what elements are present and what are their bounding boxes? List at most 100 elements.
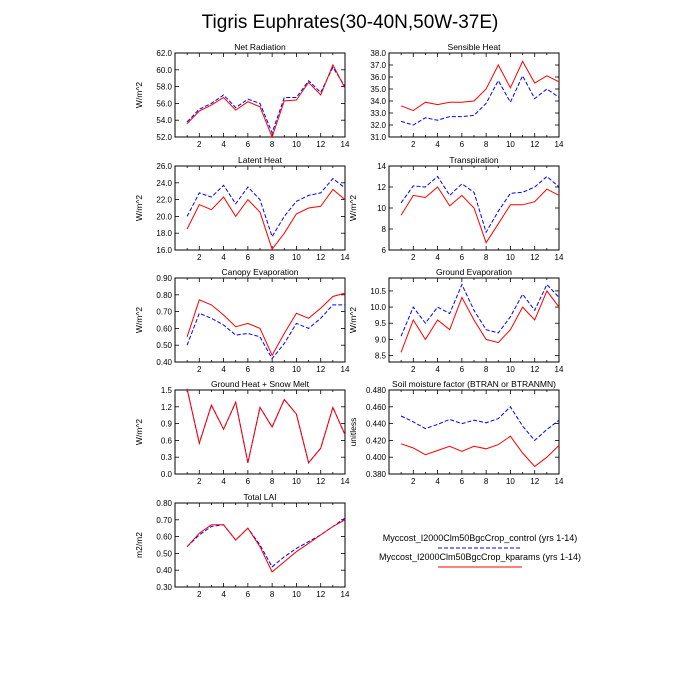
x-tick-label: 8 bbox=[484, 253, 489, 262]
x-tick-label: 4 bbox=[435, 365, 440, 374]
y-tick-label: 37.0 bbox=[370, 61, 386, 70]
y-tick-label: 35.0 bbox=[370, 85, 386, 94]
y-axis-label: W/m^2 bbox=[134, 307, 144, 333]
series-line-kparams bbox=[400, 289, 560, 353]
y-tick-label: 1.2 bbox=[161, 403, 173, 412]
y-axis-label: W/m^2 bbox=[348, 195, 358, 221]
x-tick-label: 10 bbox=[292, 365, 301, 374]
plot-frame bbox=[174, 277, 346, 363]
x-tick-label: 14 bbox=[341, 253, 350, 262]
series-line-control bbox=[400, 175, 560, 234]
x-tick-label: 12 bbox=[316, 477, 325, 486]
x-tick-label: 12 bbox=[316, 590, 325, 599]
figure-title: Tigris Euphrates(30-40N,50W-37E) bbox=[202, 12, 499, 33]
x-tick-label: 4 bbox=[435, 477, 440, 486]
x-tick-label: 14 bbox=[555, 365, 564, 374]
x-tick-label: 6 bbox=[246, 365, 251, 374]
panel-title: Canopy Evaporation bbox=[221, 267, 298, 277]
panel-title: Transpiration bbox=[449, 155, 499, 165]
y-tick-label: 0.50 bbox=[156, 341, 172, 350]
y-axis-label: W/m^2 bbox=[134, 195, 144, 221]
x-tick-label: 10 bbox=[292, 477, 301, 486]
x-tick-label: 10 bbox=[506, 253, 515, 262]
x-tick-label: 14 bbox=[341, 477, 350, 486]
x-tick-label: 8 bbox=[484, 365, 489, 374]
x-tick-label: 4 bbox=[221, 140, 226, 149]
x-tick-label: 6 bbox=[246, 590, 251, 599]
y-tick-label: 12 bbox=[377, 183, 386, 192]
x-tick-label: 10 bbox=[292, 140, 301, 149]
y-tick-label: 10.5 bbox=[370, 287, 386, 296]
x-tick-label: 2 bbox=[411, 477, 416, 486]
y-tick-label: 0.80 bbox=[156, 499, 172, 508]
x-tick-label: 4 bbox=[435, 140, 440, 149]
y-tick-label: 0.60 bbox=[156, 324, 172, 333]
series-line-control bbox=[186, 304, 345, 360]
plot-frame bbox=[174, 165, 346, 251]
x-tick-label: 10 bbox=[506, 140, 515, 149]
x-tick-label: 4 bbox=[435, 253, 440, 262]
x-tick-label: 10 bbox=[506, 477, 515, 486]
y-tick-label: 62.0 bbox=[156, 49, 172, 58]
y-tick-label: 60.0 bbox=[156, 66, 172, 75]
series-line-control bbox=[186, 66, 346, 135]
x-tick-label: 6 bbox=[460, 140, 465, 149]
panel-1: Net Radiation W/m^2 2 4 6 8 10 12 14 52.0 54.0 56.0… bbox=[134, 42, 350, 149]
plot-frame bbox=[388, 389, 560, 475]
y-tick-label: 8 bbox=[382, 225, 387, 234]
series-line-kparams bbox=[400, 186, 560, 244]
y-tick-label: 54.0 bbox=[156, 116, 172, 125]
series-line-kparams bbox=[400, 60, 560, 112]
y-tick-label: 31.0 bbox=[370, 133, 386, 142]
y-tick-label: 58.0 bbox=[156, 83, 172, 92]
y-tick-label: 32.0 bbox=[370, 121, 386, 130]
y-tick-label: 52.0 bbox=[156, 133, 172, 142]
x-tick-label: 6 bbox=[246, 140, 251, 149]
y-tick-label: 0.60 bbox=[156, 533, 172, 542]
x-tick-label: 8 bbox=[270, 365, 275, 374]
y-tick-label: 10 bbox=[377, 204, 386, 213]
x-tick-label: 2 bbox=[197, 365, 202, 374]
x-tick-label: 6 bbox=[246, 477, 251, 486]
x-tick-label: 4 bbox=[221, 253, 226, 262]
x-tick-label: 2 bbox=[197, 477, 202, 486]
y-tick-label: 0.380 bbox=[366, 470, 387, 479]
panel-3: Latent Heat W/m^2 2 4 6 8 10 12 14 16.0 18.0 20.0 22… bbox=[134, 155, 350, 262]
panel-title: Total LAI bbox=[243, 492, 276, 502]
x-tick-label: 10 bbox=[292, 590, 301, 599]
x-tick-label: 6 bbox=[246, 253, 251, 262]
x-tick-label: 12 bbox=[530, 140, 539, 149]
x-tick-label: 6 bbox=[460, 477, 465, 486]
x-tick-label: 2 bbox=[411, 140, 416, 149]
x-tick-label: 8 bbox=[270, 590, 275, 599]
y-tick-label: 38.0 bbox=[370, 49, 386, 58]
x-tick-label: 12 bbox=[530, 365, 539, 374]
y-tick-label: 0.460 bbox=[366, 403, 387, 412]
y-tick-label: 36.0 bbox=[370, 73, 386, 82]
series-line-control bbox=[400, 74, 560, 126]
y-tick-label: 0.30 bbox=[156, 583, 172, 592]
x-tick-label: 2 bbox=[197, 253, 202, 262]
legend-label-control: Myccost_I2000Clm50BgcCrop_control (yrs 1… bbox=[383, 533, 578, 543]
panel-2: Sensible Heat 2 4 6 8 10 12 14 31.0 32.0 33.0 34.0 3… bbox=[370, 42, 564, 149]
legend-label-kparams: Myccost_I2000Clm50BgcCrop_kparams (yrs 1… bbox=[379, 552, 581, 562]
y-tick-label: 0.40 bbox=[156, 358, 172, 367]
y-tick-label: 8.5 bbox=[375, 352, 387, 361]
x-tick-label: 6 bbox=[460, 365, 465, 374]
y-tick-label: 18.0 bbox=[156, 229, 172, 238]
y-tick-label: 0.420 bbox=[366, 436, 387, 445]
series-line-control bbox=[186, 177, 346, 238]
x-tick-label: 8 bbox=[484, 477, 489, 486]
y-tick-label: 0.90 bbox=[156, 274, 172, 283]
y-tick-label: 24.0 bbox=[156, 179, 172, 188]
x-tick-label: 4 bbox=[221, 477, 226, 486]
y-tick-label: 0.70 bbox=[156, 516, 172, 525]
series-line-kparams bbox=[400, 435, 560, 468]
plot-frame bbox=[174, 52, 346, 138]
y-tick-label: 33.0 bbox=[370, 109, 386, 118]
x-tick-label: 12 bbox=[530, 477, 539, 486]
y-axis-label: unitless bbox=[348, 418, 358, 447]
x-tick-label: 14 bbox=[341, 590, 350, 599]
panel-title: Ground Heat + Snow Melt bbox=[211, 379, 310, 389]
